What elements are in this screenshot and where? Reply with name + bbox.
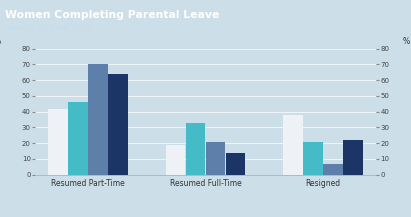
Text: %: % [0, 37, 1, 46]
Bar [343, 140, 363, 175]
Bar [226, 153, 245, 175]
Bar [108, 74, 128, 175]
Bar [206, 142, 225, 175]
Bar [303, 142, 323, 175]
Bar [48, 108, 68, 175]
Text: Year to 30 June 2005: Year to 30 June 2005 [5, 24, 92, 33]
Bar [88, 64, 108, 175]
Text: Women Completing Parental Leave: Women Completing Parental Leave [5, 10, 219, 20]
Bar [68, 102, 88, 175]
Bar [323, 164, 343, 175]
Bar [186, 123, 206, 175]
Bar [283, 115, 303, 175]
Bar [166, 145, 185, 175]
Text: %: % [403, 37, 410, 46]
